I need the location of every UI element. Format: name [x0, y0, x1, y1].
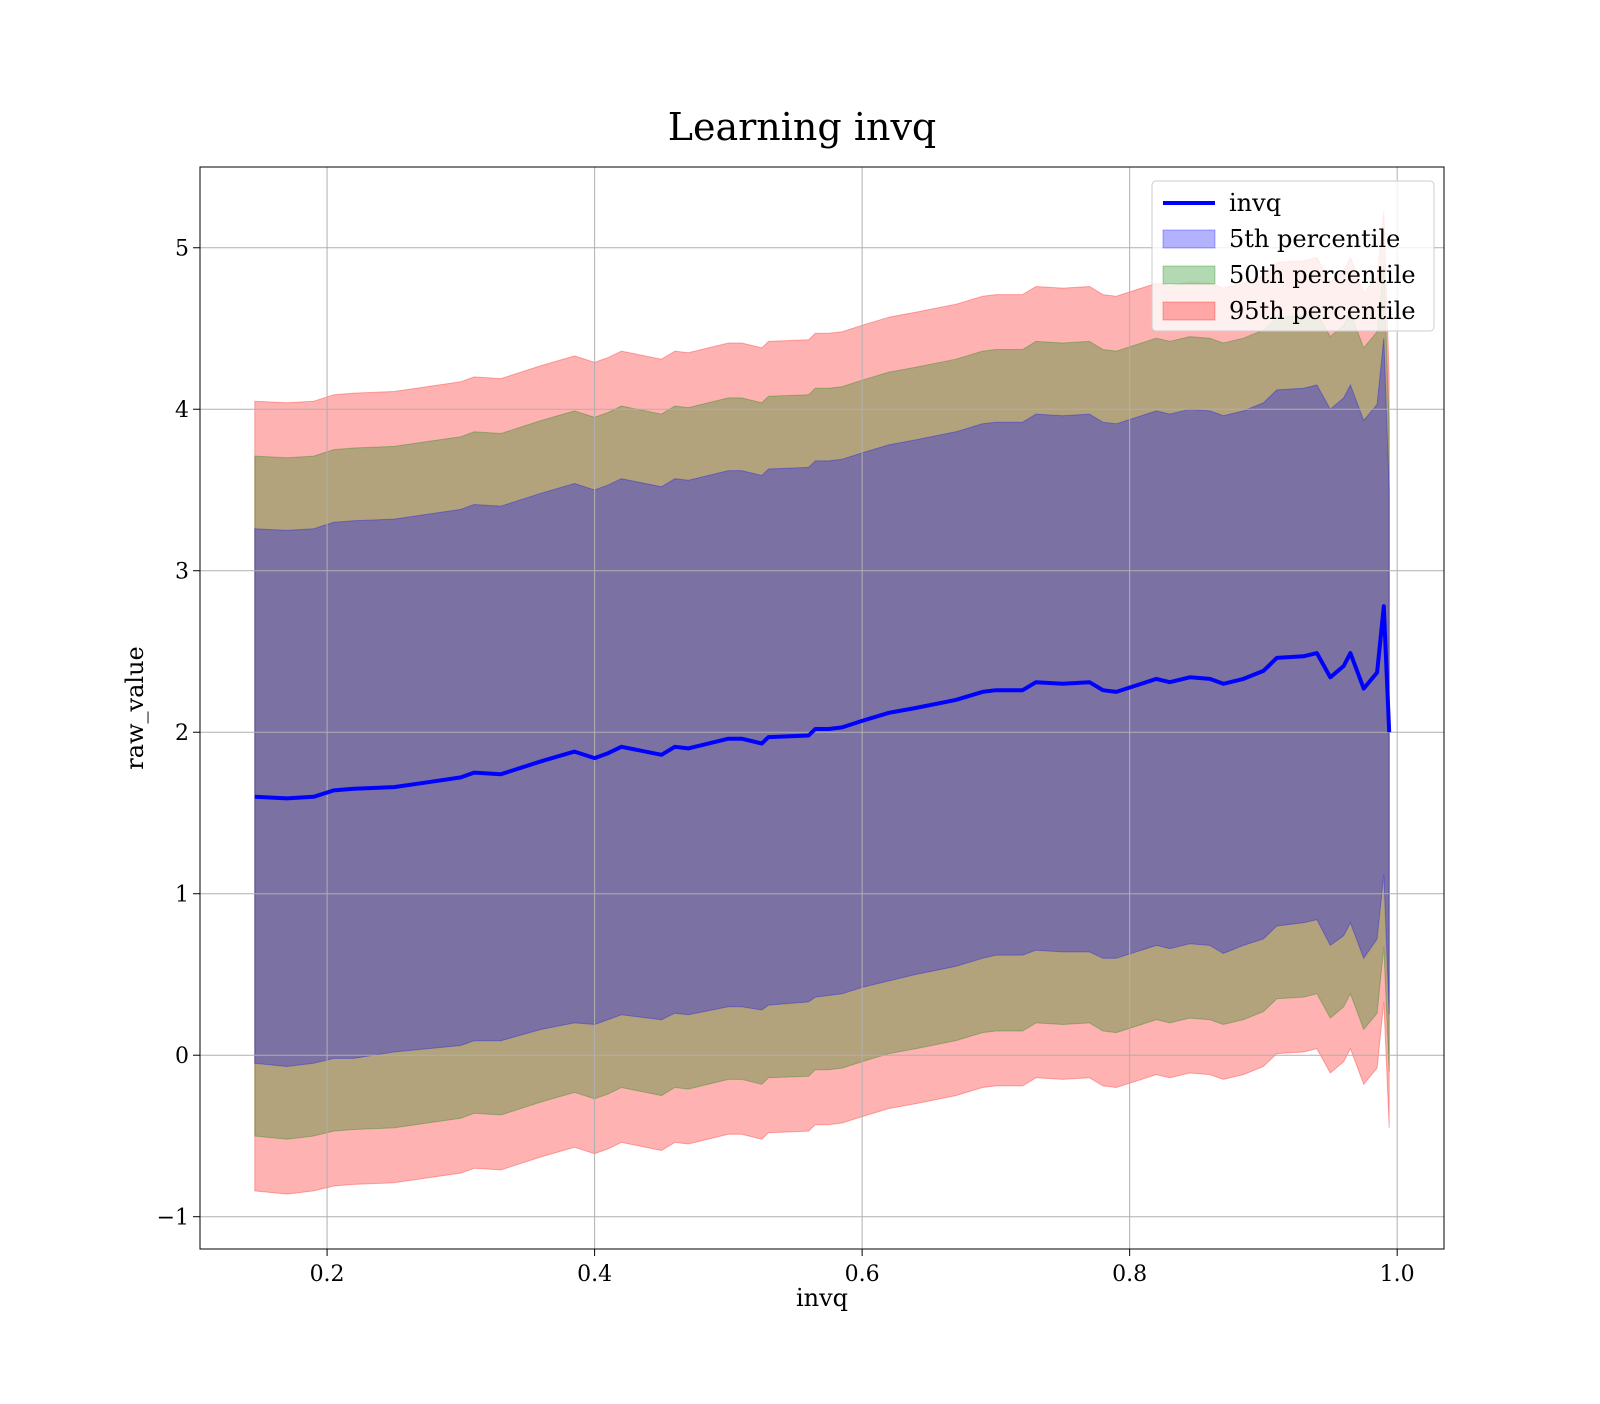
- band-50th-percentile: [254, 265, 1390, 1140]
- band-95th-percentile: [254, 210, 1390, 1195]
- x-axis-label: invq: [796, 1284, 848, 1312]
- x-tick-label: 0.8: [1112, 1262, 1147, 1287]
- y-tick-label: 0: [175, 1044, 189, 1069]
- band-5th-percentile: [254, 338, 1390, 1068]
- y-tick-label: 1: [175, 883, 189, 908]
- legend-label: 95th percentile: [1229, 297, 1416, 325]
- legend-swatch-band: [1162, 301, 1216, 321]
- legend-box: [1151, 180, 1435, 332]
- legend-label: invq: [1229, 189, 1281, 217]
- y-tick-label: 4: [175, 398, 189, 423]
- legend-label: 50th percentile: [1229, 261, 1416, 289]
- y-tick-label: 5: [175, 237, 189, 262]
- legend-swatch-band: [1162, 265, 1216, 285]
- y-tick-label: 3: [175, 560, 189, 585]
- y-tick-label: 2: [175, 721, 189, 746]
- x-tick-label: 0.4: [577, 1262, 612, 1287]
- y-tick-label: −1: [157, 1206, 189, 1231]
- legend: invq 5th percentile 50th percentile 95th pe…: [1151, 180, 1435, 332]
- legend-label: 5th percentile: [1229, 225, 1400, 253]
- y-axis-label: raw_value: [121, 646, 149, 770]
- ticks-layer: 0.2 0.4 0.6 0.8 1.0 −1 0 1 2 3 4 5: [157, 237, 1415, 1287]
- bands-layer: [254, 210, 1390, 1195]
- line-layer: [254, 604, 1392, 801]
- plot-frame: [199, 166, 1445, 1250]
- x-tick-label: 0.6: [845, 1262, 880, 1287]
- chart-title: Learning invq: [668, 105, 936, 149]
- x-tick-label: 0.2: [310, 1262, 345, 1287]
- x-tick-label: 1.0: [1380, 1262, 1415, 1287]
- legend-swatch-band: [1162, 229, 1216, 249]
- series-line-invq: [254, 604, 1392, 801]
